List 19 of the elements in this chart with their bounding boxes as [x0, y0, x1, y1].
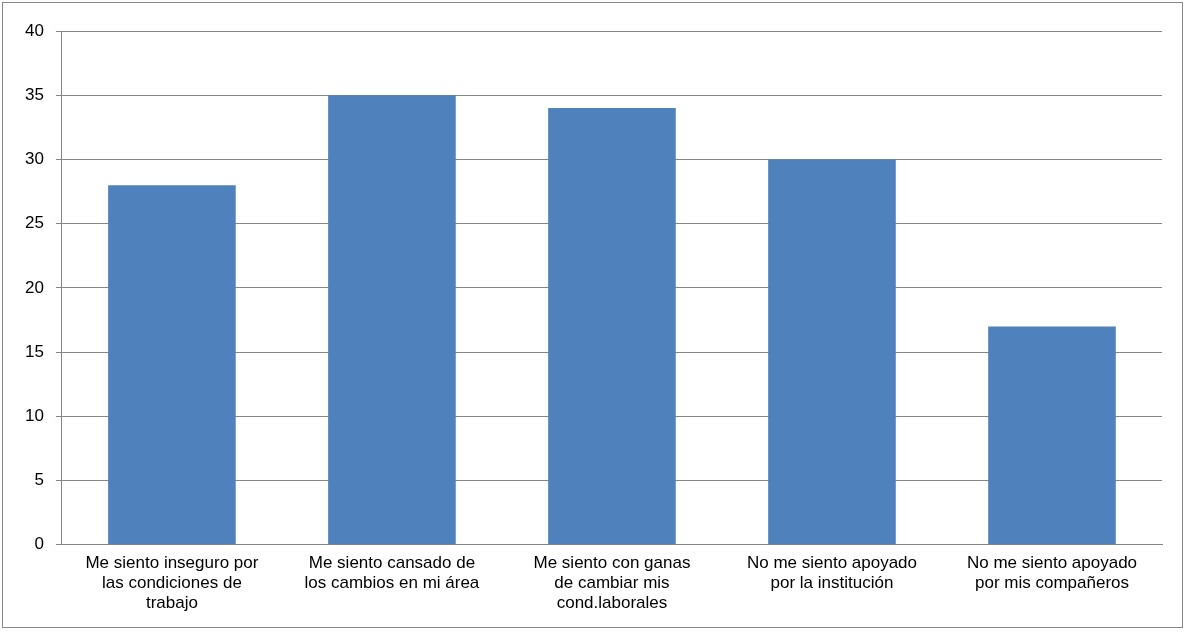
y-tick-label: 25	[24, 213, 44, 233]
y-tick-label: 10	[24, 406, 44, 426]
y-tick-label: 30	[24, 149, 44, 169]
x-tick-label: Me siento cansado de los cambios en mi área	[304, 552, 480, 593]
x-tick-label: No me siento apoyado por la institución	[746, 552, 918, 593]
bar	[328, 95, 456, 545]
y-tick-label: 20	[24, 277, 44, 297]
bar	[108, 185, 236, 545]
y-tick-label: 15	[24, 341, 44, 361]
bar	[548, 108, 676, 545]
bar	[988, 326, 1116, 545]
y-tick-label: 40	[24, 20, 44, 40]
bar	[768, 159, 896, 545]
x-tick-label: No me siento apoyado por mis compañeros	[966, 552, 1138, 593]
y-tick-label: 5	[34, 470, 44, 490]
x-tick-label: Me siento inseguro por las condiciones de trabajo	[85, 552, 259, 613]
y-tick-label: 0	[34, 534, 44, 554]
y-tick-label: 35	[24, 84, 44, 104]
x-tick-label: Me siento con ganas de cambiar mis cond.laborales	[533, 552, 691, 613]
